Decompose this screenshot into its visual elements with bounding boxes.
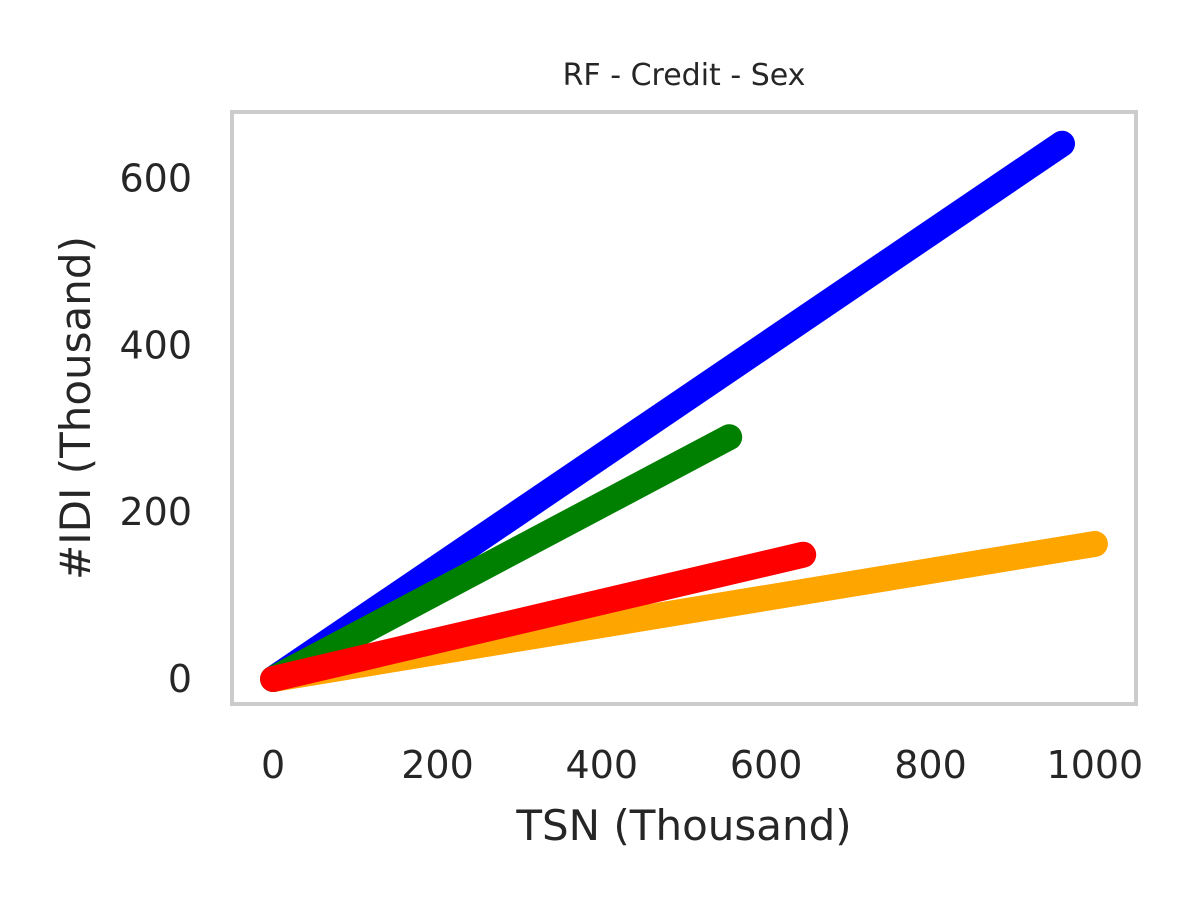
series-line-3 xyxy=(260,541,817,692)
x-axis-label: TSN (Thousand) xyxy=(515,801,851,850)
chart-title: RF - Credit - Sex xyxy=(563,58,806,93)
x-tick-label: 0 xyxy=(261,743,285,787)
series-layer xyxy=(260,130,1108,692)
y-tick-label: 200 xyxy=(119,490,192,534)
y-axis-label: #IDI (Thousand) xyxy=(51,236,100,580)
plot-frame xyxy=(230,110,1138,706)
x-tick-label: 600 xyxy=(730,743,803,787)
x-tick-label: 400 xyxy=(566,743,639,787)
x-tick-label: 1000 xyxy=(1047,743,1144,787)
y-tick-label: 600 xyxy=(119,157,192,201)
x-tick-label: 200 xyxy=(401,743,474,787)
series-line-2 xyxy=(260,424,743,692)
y-tick-label: 0 xyxy=(168,657,192,701)
series-line-0 xyxy=(260,130,1075,692)
y-tick-labels: 0 200 400 600 xyxy=(119,157,192,701)
y-tick-label: 400 xyxy=(119,324,192,368)
x-tick-labels: 0 200 400 600 800 1000 xyxy=(261,743,1143,787)
x-tick-label: 800 xyxy=(894,743,967,787)
